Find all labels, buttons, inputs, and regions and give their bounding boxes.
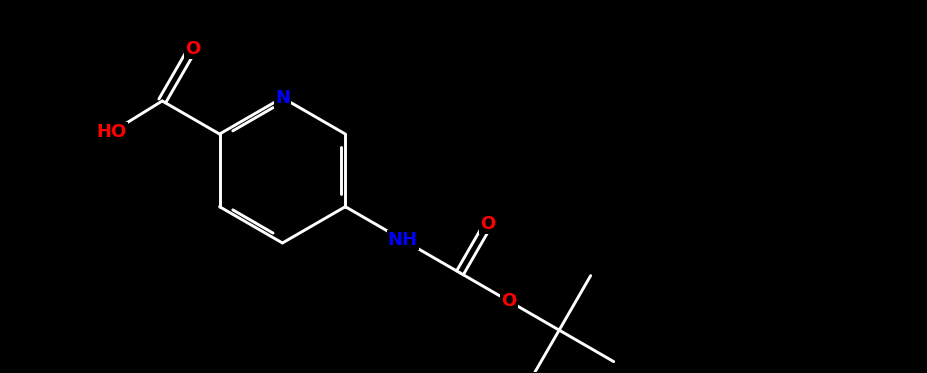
Text: N: N bbox=[274, 89, 289, 107]
Text: O: O bbox=[184, 40, 200, 57]
Text: HO: HO bbox=[96, 123, 127, 141]
Text: NH: NH bbox=[387, 231, 417, 249]
Text: O: O bbox=[501, 292, 516, 310]
Text: O: O bbox=[480, 215, 495, 233]
